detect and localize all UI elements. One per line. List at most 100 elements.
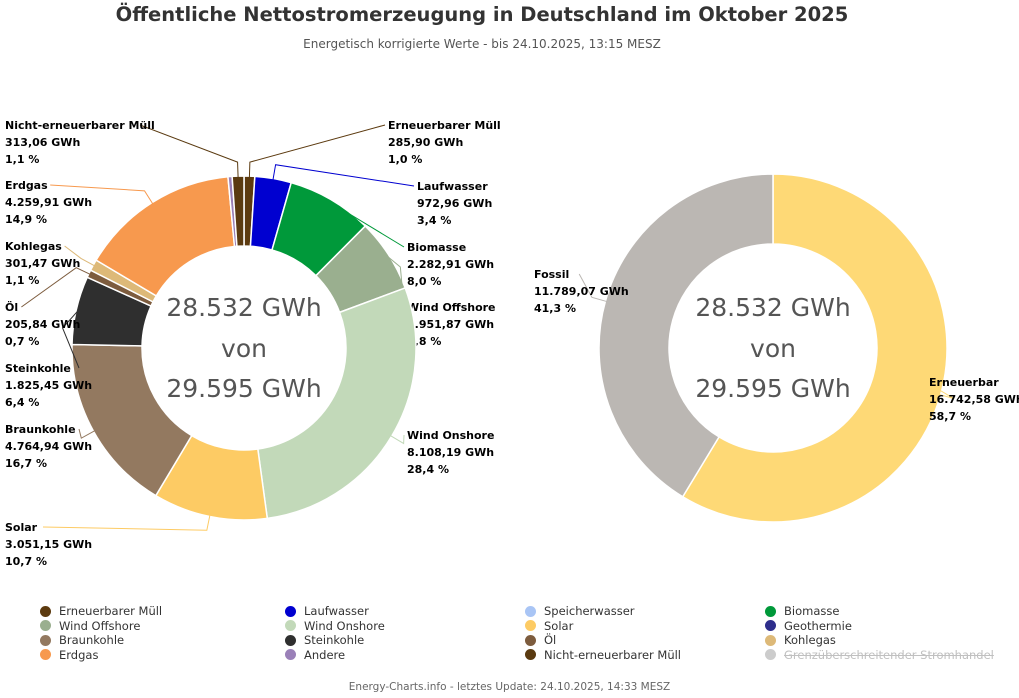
pie-1-leader-oel [21,267,91,308]
legend-item-laufwasser[interactable]: Laufwasser [285,604,369,618]
legend-item-erneuerbarer-muell[interactable]: Erneuerbarer Müll [40,604,162,618]
legend-swatch-icon [765,649,776,660]
pie-1-leader-steinkohle [61,310,80,369]
chart-title: Öffentliche Nettostromerzeugung in Deuts… [115,3,849,26]
legend-swatch-icon [525,649,536,660]
pie-1-leader-solar [42,514,211,531]
pie-1-label-value-braunkohle: 4.764,94 GWh [5,440,92,453]
pie-2-slice-fossil[interactable] [598,173,774,498]
pie-1-label-percent-kohlegas: 1,1 % [5,274,39,287]
legend-swatch-icon [765,634,776,646]
chart-subtitle: Energetisch korrigierte Werte - bis 24.1… [303,37,661,51]
pie-1: Erneuerbarer Müll 285,90 GWh 1,0 % Laufwass… [5,119,501,568]
legend-item-braunkohle[interactable]: Braunkohle [40,633,124,647]
pie-1-leader-wind-onshore [389,434,405,445]
pie-2-label-percent-erneuerbar: 58,7 % [929,410,971,423]
legend-swatch-icon [525,634,536,646]
legend-label: Geothermie [784,618,852,633]
legend-item-grenzueberschreitender-stromhandel[interactable]: Grenzüberschreitender Stromhandel [765,648,994,662]
pie-2-label-value-erneuerbar: 16.742,58 GWh [929,393,1019,406]
legend-item-oel[interactable]: Öl [525,633,556,647]
pie-1-center-text-3: 29.595 GWh [166,374,321,403]
pie-1-label-name-laufwasser: Laufwasser [417,180,488,193]
pie-1-label-value-kohlegas: 301,47 GWh [5,257,80,270]
pie-1-leader-biomasse [329,200,405,248]
legend-item-speicherwasser[interactable]: Speicherwasser [525,604,635,618]
pie-1-label-value-erdgas: 4.259,91 GWh [5,196,92,209]
pie-1-label-name-steinkohle: Steinkohle [5,362,71,375]
legend-label: Laufwasser [304,604,369,618]
pie-1-label-percent-braunkohle: 16,7 % [5,457,47,470]
legend-swatch-icon [285,620,296,631]
legend-label: Braunkohle [59,633,125,647]
pie-1-label-value-wind-onshore: 8.108,19 GWh [407,446,494,459]
pie-1-label-value-nicht-erneuerbarer-muell: 313,06 GWh [5,136,80,149]
legend-label: Nicht-erneuerbarer Müll [544,647,682,662]
legend-label: Erneuerbarer Müll [59,604,163,618]
pie-1-label-name-wind-onshore: Wind Onshore [407,429,494,442]
pie-1-label-name-braunkohle: Braunkohle [5,423,76,436]
legend-swatch-icon [285,605,296,617]
footer-credit: Energy-Charts.info - letztes Update: 24.… [348,681,671,693]
pie-2-slice-erneuerbar[interactable] [681,173,948,523]
pie-2-leader-fossil [578,273,608,303]
legend-label: Kohlegas [784,633,836,647]
pie-1-label-name-solar: Solar [5,521,38,534]
legend-swatch-icon [40,634,51,646]
pie-1-label-name-erdgas: Erdgas [5,179,48,192]
pie-1-label-percent-oel: 0,7 % [5,335,39,348]
legend-item-solar[interactable]: Solar [525,619,573,633]
pie-1-center-text-1: 28.532 GWh [166,293,321,322]
legend-label: Andere [304,647,346,662]
pie-1-label-name-kohlegas: Kohlegas [5,240,62,253]
legend-swatch-icon [525,620,536,631]
pie-1-leader-braunkohle [78,428,96,439]
pie-1-label-name-erneuerbarer-muell: Erneuerbarer Müll [388,119,501,132]
legend-item-kohlegas[interactable]: Kohlegas [765,633,836,647]
legend-swatch-icon [40,620,51,631]
legend-swatch-icon [285,649,296,660]
pie-1-label-percent-erdgas: 14,9 % [5,213,47,226]
legend-label: Steinkohle [304,633,365,647]
pie-2-leader-erneuerbar [925,381,955,400]
legend-label: Speicherwasser [544,604,635,618]
pie-2-center-text-2: von [750,334,796,363]
legend-swatch-icon [285,634,296,646]
pie-2-label-name-fossil: Fossil [534,268,569,281]
pie-1-leader-erneuerbarer-muell [248,124,386,179]
pie-1-label-percent-solar: 10,7 % [5,555,47,568]
legend-item-geothermie[interactable]: Geothermie [765,619,852,633]
legend-item-nicht-erneuerbarer-muell[interactable]: Nicht-erneuerbarer Müll [525,648,681,662]
legend-item-wind-onshore[interactable]: Wind Onshore [285,619,385,633]
pie-1-label-percent-wind-onshore: 28,4 % [407,463,449,476]
pie-2: Erneuerbar 16.742,58 GWh 58,7 % Fossil 11.78… [534,173,1019,523]
pie-1-leader-kohlegas [64,245,96,267]
legend-label: Erdgas [59,647,99,662]
pie-1-slice-wind-onshore[interactable] [256,286,417,520]
legend-item-biomasse[interactable]: Biomasse [765,604,839,618]
pie-1-label-name-biomasse: Biomasse [407,241,466,254]
legend-item-steinkohle[interactable]: Steinkohle [285,633,364,647]
legend-item-andere[interactable]: Andere [285,648,345,662]
legend-swatch-icon [525,605,536,617]
pie-1-label-name-oel: Öl [5,300,18,314]
pie-1-label-value-oel: 205,84 GWh [5,318,80,331]
pie-1-leader-erdgas [50,184,154,205]
pie-1-label-percent-biomasse: 8,0 % [407,275,441,288]
legend-label: Solar [544,618,574,633]
pie-1-label-percent-erneuerbarer-muell: 1,0 % [388,153,422,166]
pie-1-slice-nicht-erneuerbarer-muell[interactable] [231,175,245,248]
pie-1-label-percent-nicht-erneuerbarer-muell: 1,1 % [5,153,39,166]
pie-1-leader-laufwasser [272,164,415,187]
legend-swatch-icon [765,605,776,617]
legend-label: Wind Onshore [304,618,385,633]
pie-1-label-value-biomasse: 2.282,91 GWh [407,258,494,271]
pie-1-label-name-nicht-erneuerbarer-muell: Nicht-erneuerbarer Müll [5,119,155,132]
legend-swatch-icon [40,649,51,660]
pie-1-label-percent-laufwasser: 3,4 % [417,214,451,227]
pie-1-label-value-solar: 3.051,15 GWh [5,538,92,551]
legend-item-erdgas[interactable]: Erdgas [40,648,98,662]
legend-label: Biomasse [784,604,840,618]
legend-item-wind-offshore[interactable]: Wind Offshore [40,619,140,633]
pie-1-leader-nicht-erneuerbarer-muell [139,124,239,179]
